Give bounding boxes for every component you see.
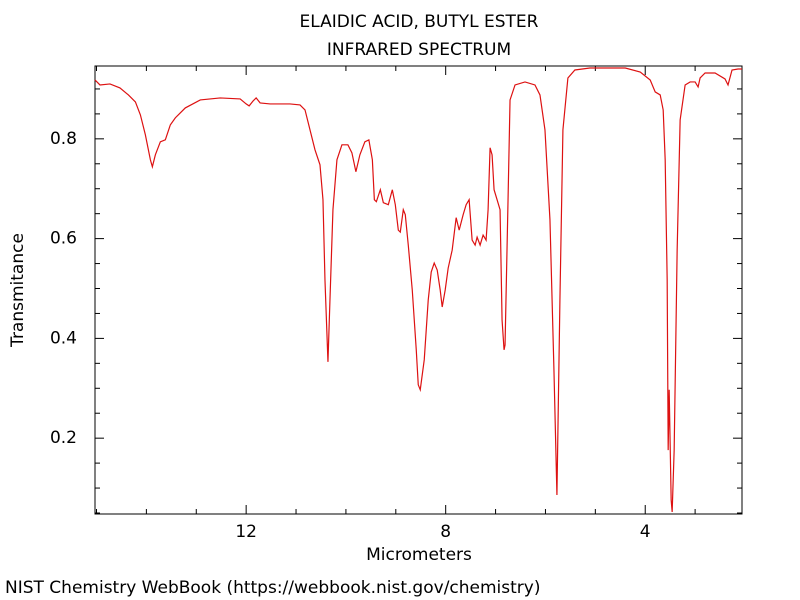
y-tick-label: 0.8 bbox=[50, 129, 77, 149]
y-axis-label: Transmitance bbox=[8, 233, 28, 348]
y-tick-label: 0.6 bbox=[50, 229, 77, 249]
plot-frame bbox=[94, 65, 743, 515]
chart-subtitle: INFRARED SPECTRUM bbox=[327, 40, 511, 60]
y-tick-label: 0.4 bbox=[50, 328, 77, 348]
source-note: NIST Chemistry WebBook (https://webbook.… bbox=[5, 578, 540, 598]
x-tick-label: 8 bbox=[440, 522, 451, 542]
y-tick-label: 0.2 bbox=[50, 428, 77, 448]
x-tick-label: 4 bbox=[640, 522, 651, 542]
x-tick-label: 12 bbox=[235, 522, 257, 542]
chart-title: ELAIDIC ACID, BUTYL ESTER bbox=[300, 12, 539, 32]
spectrum-line bbox=[94, 67, 742, 513]
x-axis-label: Micrometers bbox=[366, 545, 472, 565]
